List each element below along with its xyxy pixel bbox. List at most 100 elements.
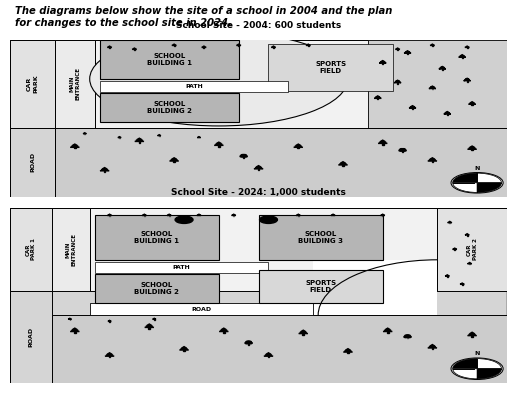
Polygon shape <box>470 102 475 104</box>
Bar <box>407 337 408 339</box>
Circle shape <box>241 155 246 157</box>
Bar <box>134 49 135 50</box>
Polygon shape <box>395 48 400 49</box>
Bar <box>297 147 299 148</box>
Polygon shape <box>221 328 226 330</box>
Polygon shape <box>430 87 435 88</box>
Bar <box>471 149 473 150</box>
Bar <box>173 161 175 162</box>
Polygon shape <box>296 144 301 146</box>
Bar <box>100 81 288 92</box>
Bar <box>259 215 383 260</box>
Wedge shape <box>453 173 477 183</box>
Bar <box>387 331 389 333</box>
Bar <box>104 171 105 172</box>
Polygon shape <box>467 334 477 336</box>
Text: SCHOOL
BUILDING 1: SCHOOL BUILDING 1 <box>146 53 191 66</box>
Text: SCHOOL
BUILDING 2: SCHOOL BUILDING 2 <box>134 282 179 295</box>
Bar <box>100 93 239 122</box>
Text: ROAD: ROAD <box>29 327 34 347</box>
Polygon shape <box>137 138 142 140</box>
Circle shape <box>243 154 246 156</box>
Polygon shape <box>306 44 310 46</box>
Polygon shape <box>72 144 77 146</box>
Bar <box>100 40 239 79</box>
Circle shape <box>402 150 406 151</box>
Text: SCHOOL
BUILDING 1: SCHOOL BUILDING 1 <box>134 231 179 244</box>
Polygon shape <box>136 139 143 141</box>
Polygon shape <box>344 351 353 352</box>
Bar <box>109 356 111 357</box>
Polygon shape <box>294 146 303 147</box>
Circle shape <box>404 336 408 338</box>
Circle shape <box>399 150 403 151</box>
Bar <box>203 47 204 48</box>
Bar <box>382 143 383 145</box>
Polygon shape <box>142 214 146 216</box>
Bar <box>109 321 110 322</box>
Bar <box>95 274 219 303</box>
Polygon shape <box>264 355 273 356</box>
Polygon shape <box>339 162 347 164</box>
Bar <box>218 145 220 146</box>
Polygon shape <box>465 234 469 235</box>
Polygon shape <box>440 67 445 68</box>
Polygon shape <box>428 160 437 161</box>
Bar <box>139 141 140 143</box>
Polygon shape <box>439 68 446 69</box>
Bar <box>407 53 408 54</box>
Polygon shape <box>153 318 156 319</box>
Circle shape <box>243 156 247 157</box>
Circle shape <box>175 216 193 224</box>
Polygon shape <box>102 168 107 169</box>
Polygon shape <box>170 158 178 160</box>
Polygon shape <box>106 354 113 355</box>
Polygon shape <box>468 333 476 335</box>
Polygon shape <box>430 44 435 46</box>
Polygon shape <box>167 214 171 216</box>
Polygon shape <box>430 345 435 346</box>
Polygon shape <box>71 329 78 331</box>
Polygon shape <box>101 168 108 170</box>
Polygon shape <box>464 79 470 80</box>
Polygon shape <box>68 318 72 319</box>
Polygon shape <box>381 61 385 62</box>
Text: The diagrams below show the site of a school in 2004 and the plan
for changes to: The diagrams below show the site of a sc… <box>15 6 393 27</box>
Polygon shape <box>145 326 154 328</box>
Polygon shape <box>453 248 457 249</box>
Bar <box>259 270 383 303</box>
Polygon shape <box>429 345 436 347</box>
Polygon shape <box>460 283 464 284</box>
Polygon shape <box>108 46 112 47</box>
Wedge shape <box>477 183 501 193</box>
Circle shape <box>241 154 245 156</box>
Bar <box>74 147 76 148</box>
Polygon shape <box>411 106 414 107</box>
Bar <box>432 161 433 162</box>
Bar <box>74 331 76 333</box>
Text: SCHOOL
BUILDING 2: SCHOOL BUILDING 2 <box>147 101 191 114</box>
Polygon shape <box>380 214 385 216</box>
Bar <box>10 208 52 291</box>
Polygon shape <box>406 51 410 52</box>
Bar <box>10 291 52 383</box>
Bar <box>268 356 269 357</box>
Polygon shape <box>430 158 435 159</box>
Polygon shape <box>147 324 152 326</box>
Bar <box>432 348 433 349</box>
Polygon shape <box>108 214 112 216</box>
Bar <box>109 47 110 48</box>
Polygon shape <box>135 140 144 141</box>
Polygon shape <box>71 145 78 146</box>
Bar <box>303 333 304 335</box>
Bar <box>154 319 155 320</box>
Bar <box>223 331 225 333</box>
Polygon shape <box>447 222 452 223</box>
Polygon shape <box>265 354 272 355</box>
Polygon shape <box>445 112 449 113</box>
Bar <box>273 47 274 48</box>
Polygon shape <box>100 170 109 171</box>
Text: PATH: PATH <box>173 265 190 270</box>
Circle shape <box>407 336 411 338</box>
Text: N: N <box>475 351 480 357</box>
